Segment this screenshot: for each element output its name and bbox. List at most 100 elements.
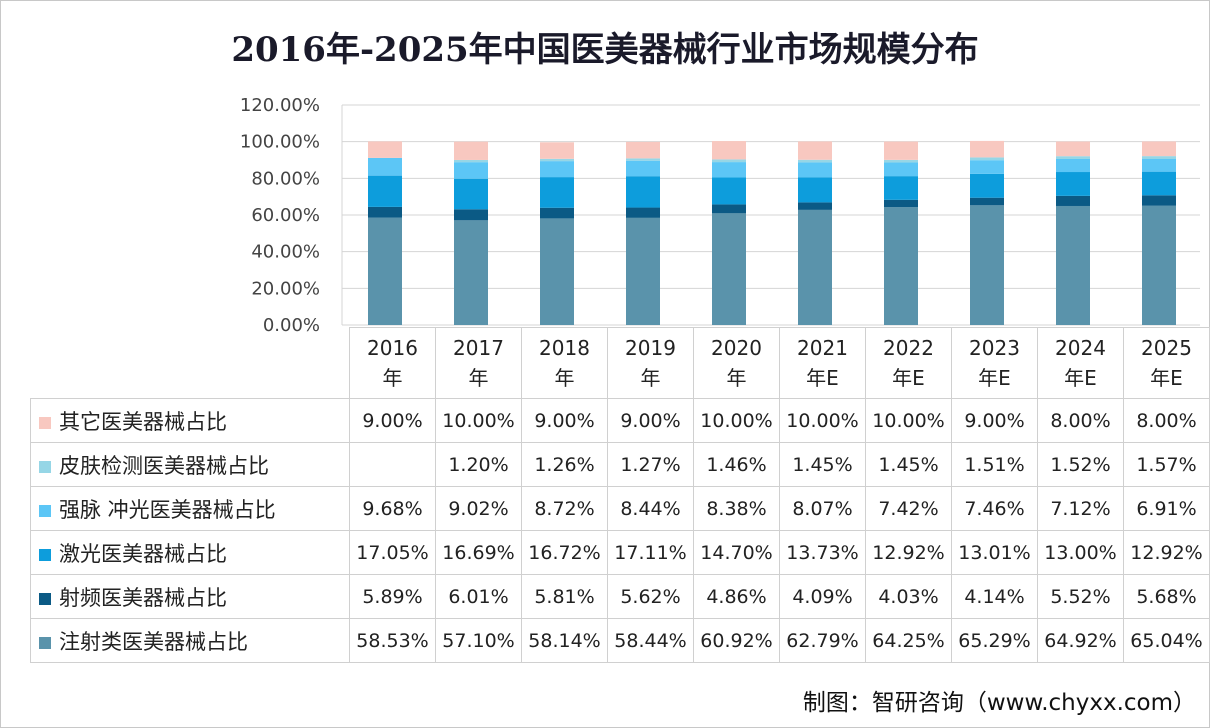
x-tick-line: 2019 — [625, 336, 676, 360]
series-name: 注射类医美器械占比 — [59, 629, 248, 654]
bar-segment — [454, 209, 488, 221]
bar-segment — [368, 217, 402, 325]
x-tick-line: 年E — [892, 366, 925, 390]
y-tick-label: 60.00% — [251, 205, 320, 226]
series-name: 其它医美器械占比 — [59, 409, 227, 434]
data-label: 4.14% — [951, 574, 1038, 619]
data-label: 9.00% — [951, 398, 1038, 443]
data-label: 16.69% — [435, 530, 522, 575]
bar-segment — [1142, 156, 1176, 159]
table-row: 注射类医美器械占比 58.53% 57.10% 58.14% 58.44% 60.92% 6… — [30, 618, 1210, 663]
bar-segment — [1056, 156, 1090, 159]
data-label: 1.20% — [435, 442, 522, 487]
legend-entry: 强脉 冲光医美器械占比 — [30, 486, 350, 531]
bar-segment — [884, 207, 918, 325]
legend-swatch — [39, 504, 51, 517]
x-tick-line: 年 — [640, 366, 661, 390]
bar-segment — [368, 206, 402, 218]
bar-segment — [1056, 195, 1090, 206]
table-row: 射频医美器械占比 5.89% 6.01% 5.81% 5.62% 4.86% 4.09% 4.… — [30, 574, 1210, 619]
data-label: 58.14% — [521, 618, 608, 663]
bar-segment — [1056, 205, 1090, 325]
bar-segment — [884, 176, 918, 200]
data-label: 4.86% — [693, 574, 780, 619]
y-tick-label: 100.00% — [240, 132, 320, 153]
bar-segment — [626, 158, 660, 161]
x-tick-label: 2018 年 — [521, 327, 608, 399]
bar-segment — [884, 199, 918, 208]
bar-segment — [798, 141, 832, 160]
bar-segment — [970, 197, 1004, 206]
data-label: 60.92% — [693, 618, 780, 663]
bar-segment — [884, 159, 918, 163]
data-label: 9.00% — [521, 398, 608, 443]
bar-segment — [798, 159, 832, 163]
x-tick-line: 2022 — [883, 336, 934, 360]
bar-segment — [368, 157, 402, 176]
data-label: 1.26% — [521, 442, 608, 487]
bar-segment — [540, 177, 574, 208]
bar-segment — [712, 213, 746, 325]
data-label: 58.44% — [607, 618, 694, 663]
bar-segment — [798, 209, 832, 325]
legend-swatch — [39, 592, 51, 605]
data-label: 65.04% — [1123, 618, 1210, 663]
data-label: 8.00% — [1123, 398, 1210, 443]
bar-segment — [970, 160, 1004, 174]
data-label: 13.00% — [1037, 530, 1124, 575]
data-label: 17.11% — [607, 530, 694, 575]
y-tick-label: 80.00% — [251, 168, 320, 189]
bar-segment — [1056, 158, 1090, 173]
source-note: 制图：智研咨询（www.chyxx.com） — [802, 690, 1196, 716]
data-label: 8.44% — [607, 486, 694, 531]
bar-segment — [970, 140, 1004, 158]
legend-swatch — [39, 548, 51, 561]
bar-segment — [798, 162, 832, 178]
y-tick-label: 120.00% — [240, 95, 320, 116]
x-tick-line: 年 — [726, 366, 747, 390]
y-tick-label: 40.00% — [251, 242, 320, 263]
bar-segment — [1142, 195, 1176, 206]
table-row: 强脉 冲光医美器械占比 9.68% 9.02% 8.72% 8.44% 8.38% 8.07… — [30, 486, 1210, 531]
data-label: 58.53% — [349, 618, 436, 663]
bar-segment — [1056, 172, 1090, 196]
data-label: 5.81% — [521, 574, 608, 619]
data-label: 1.52% — [1037, 442, 1124, 487]
bar-segment — [454, 141, 488, 160]
data-label: 13.01% — [951, 530, 1038, 575]
x-tick-line: 年 — [554, 366, 575, 390]
bar-segment — [368, 175, 402, 207]
data-label: 4.03% — [865, 574, 952, 619]
data-label: 8.72% — [521, 486, 608, 531]
legend-entry: 皮肤检测医美器械占比 — [30, 442, 350, 487]
table-corner — [30, 327, 350, 399]
data-label: 64.92% — [1037, 618, 1124, 663]
bar-segment — [970, 205, 1004, 325]
bar-segment — [712, 159, 746, 163]
bar-segment — [540, 207, 574, 219]
data-label: 1.57% — [1123, 442, 1210, 487]
x-tick-line: 2024 — [1055, 336, 1106, 360]
data-label: 9.02% — [435, 486, 522, 531]
data-label: 5.68% — [1123, 574, 1210, 619]
x-tick-line: 年E — [1064, 366, 1097, 390]
bar-segment — [970, 173, 1004, 198]
data-label: 65.29% — [951, 618, 1038, 663]
data-label: 6.01% — [435, 574, 522, 619]
data-label: 4.09% — [779, 574, 866, 619]
data-label: 13.73% — [779, 530, 866, 575]
data-label: 5.52% — [1037, 574, 1124, 619]
x-tick-line: 年E — [806, 366, 839, 390]
legend-entry: 注射类医美器械占比 — [30, 618, 350, 663]
data-label: 1.45% — [865, 442, 952, 487]
data-label: 16.72% — [521, 530, 608, 575]
x-tick-label: 2017 年 — [435, 327, 522, 399]
series-name: 皮肤检测医美器械占比 — [59, 453, 269, 478]
table-row: 其它医美器械占比 9.00% 10.00% 9.00% 9.00% 10.00% 10.00… — [30, 398, 1210, 443]
x-tick-label: 2019 年 — [607, 327, 694, 399]
legend-entry: 其它医美器械占比 — [30, 398, 350, 443]
x-tick-line: 2023 — [969, 336, 1020, 360]
bar-segment — [798, 177, 832, 203]
data-label: 62.79% — [779, 618, 866, 663]
x-tick-label: 2016 年 — [349, 327, 436, 399]
